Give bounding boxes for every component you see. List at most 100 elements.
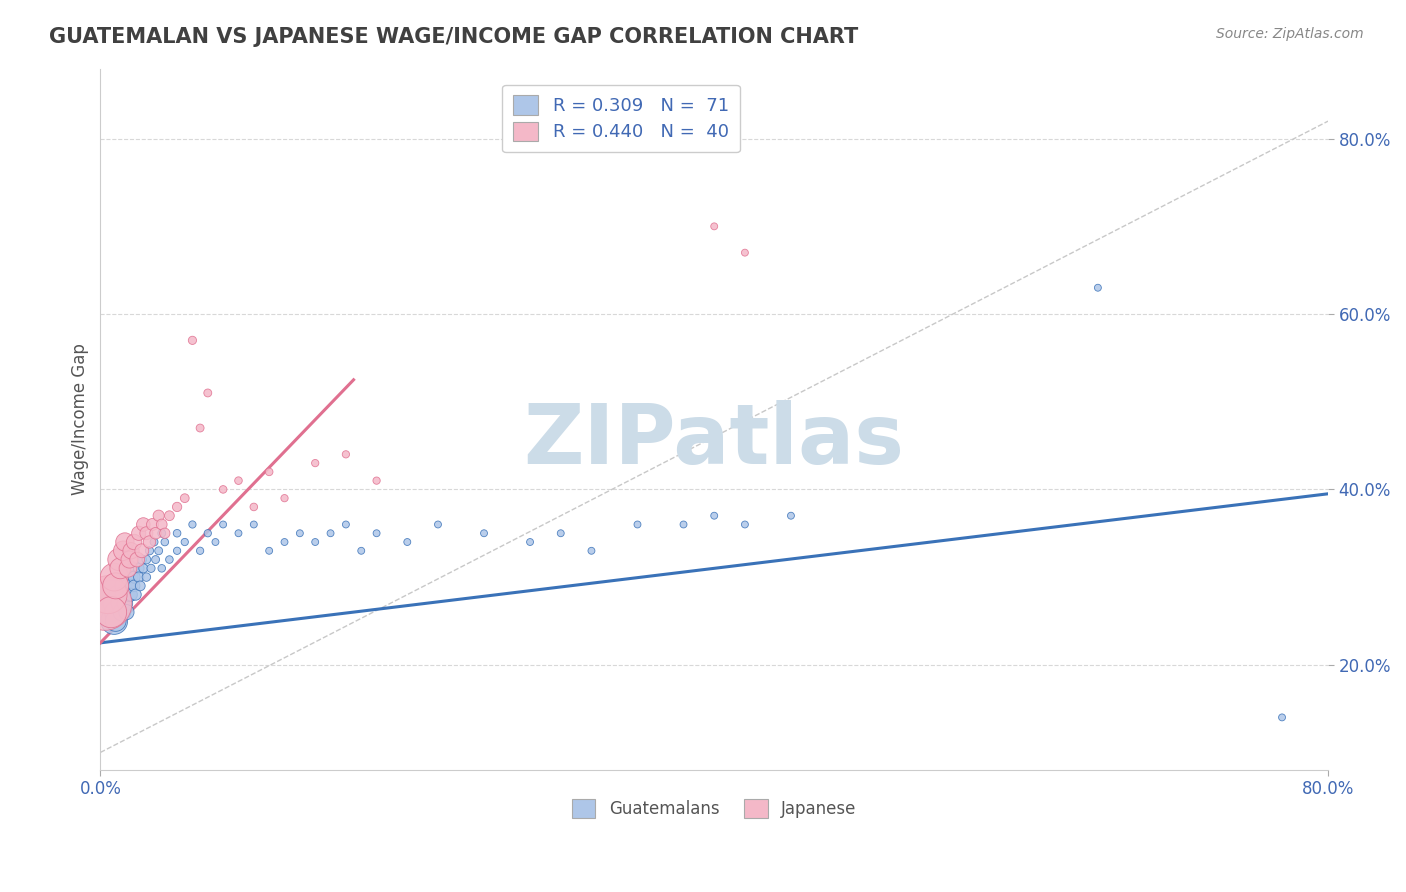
Point xyxy=(734,245,756,260)
Point xyxy=(550,526,572,541)
Point xyxy=(581,543,603,558)
Point xyxy=(97,596,120,610)
Point xyxy=(94,596,117,610)
Point xyxy=(173,491,195,505)
Point xyxy=(304,456,326,470)
Y-axis label: Wage/Income Gap: Wage/Income Gap xyxy=(72,343,89,495)
Point xyxy=(120,579,142,593)
Point xyxy=(122,535,145,549)
Point xyxy=(145,526,167,541)
Point xyxy=(212,517,235,532)
Point xyxy=(166,543,188,558)
Point xyxy=(243,517,266,532)
Point xyxy=(150,517,173,532)
Point xyxy=(166,526,188,541)
Point xyxy=(114,596,136,610)
Point xyxy=(148,543,170,558)
Text: GUATEMALAN VS JAPANESE WAGE/INCOME GAP CORRELATION CHART: GUATEMALAN VS JAPANESE WAGE/INCOME GAP C… xyxy=(49,27,859,46)
Point xyxy=(288,526,311,541)
Point xyxy=(104,579,127,593)
Point xyxy=(135,552,157,566)
Point xyxy=(148,508,170,523)
Point xyxy=(519,535,541,549)
Point xyxy=(335,517,357,532)
Point xyxy=(117,561,139,575)
Point xyxy=(128,526,150,541)
Point xyxy=(135,526,157,541)
Point xyxy=(734,517,756,532)
Point xyxy=(703,219,725,234)
Point xyxy=(143,535,166,549)
Point xyxy=(335,447,357,461)
Point xyxy=(366,526,388,541)
Point xyxy=(131,543,153,558)
Point xyxy=(304,535,326,549)
Point xyxy=(472,526,495,541)
Point xyxy=(112,543,135,558)
Point xyxy=(228,526,250,541)
Point xyxy=(112,588,135,602)
Point xyxy=(110,596,132,610)
Point xyxy=(138,535,160,549)
Point xyxy=(1087,281,1109,295)
Point xyxy=(145,552,167,566)
Point xyxy=(228,474,250,488)
Point xyxy=(117,570,139,584)
Point xyxy=(181,517,204,532)
Point xyxy=(141,517,163,532)
Point xyxy=(97,588,120,602)
Point xyxy=(103,614,125,628)
Point xyxy=(104,596,127,610)
Point xyxy=(132,561,155,575)
Point xyxy=(204,535,226,549)
Point xyxy=(100,605,122,619)
Point xyxy=(139,561,162,575)
Point xyxy=(257,465,280,479)
Point xyxy=(672,517,695,532)
Point xyxy=(319,526,342,541)
Point xyxy=(101,588,124,602)
Point xyxy=(118,552,141,566)
Point xyxy=(157,508,180,523)
Text: ZIPatlas: ZIPatlas xyxy=(523,400,904,481)
Point xyxy=(117,579,139,593)
Point xyxy=(135,570,157,584)
Point xyxy=(127,552,149,566)
Point xyxy=(120,543,142,558)
Point xyxy=(150,526,173,541)
Point xyxy=(103,570,125,584)
Point xyxy=(128,570,150,584)
Point xyxy=(243,500,266,514)
Point xyxy=(121,561,143,575)
Point xyxy=(128,561,150,575)
Point xyxy=(396,535,419,549)
Point xyxy=(257,543,280,558)
Point xyxy=(112,579,135,593)
Point xyxy=(427,517,450,532)
Point xyxy=(626,517,648,532)
Point xyxy=(273,535,295,549)
Text: Source: ZipAtlas.com: Source: ZipAtlas.com xyxy=(1216,27,1364,41)
Point xyxy=(181,334,204,348)
Point xyxy=(120,570,142,584)
Point xyxy=(115,605,138,619)
Point xyxy=(197,526,219,541)
Point xyxy=(107,552,129,566)
Point xyxy=(129,579,152,593)
Point xyxy=(166,500,188,514)
Point xyxy=(150,561,173,575)
Point xyxy=(157,552,180,566)
Point xyxy=(104,605,127,619)
Point xyxy=(110,561,132,575)
Point xyxy=(114,535,136,549)
Point xyxy=(138,543,160,558)
Point xyxy=(188,421,211,435)
Point xyxy=(173,535,195,549)
Point xyxy=(124,588,146,602)
Point xyxy=(131,552,153,566)
Point xyxy=(188,543,211,558)
Point xyxy=(122,579,145,593)
Point xyxy=(100,605,122,619)
Point xyxy=(132,517,155,532)
Point xyxy=(212,483,235,497)
